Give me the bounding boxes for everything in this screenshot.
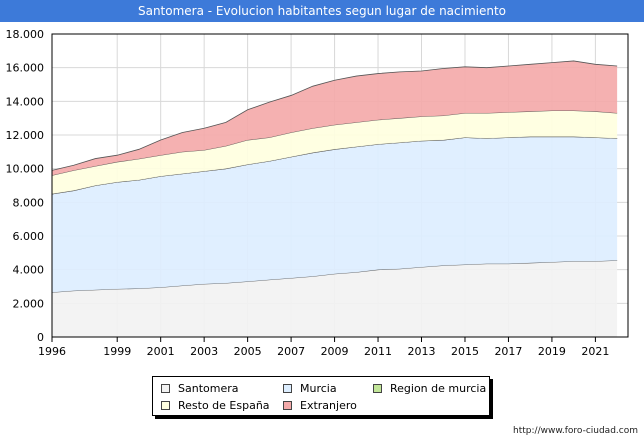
x-tick-label: 2017	[494, 345, 522, 358]
source-url: http://www.foro-ciudad.com	[513, 426, 638, 436]
plot-border	[51, 33, 629, 338]
x-tick-label: 2011	[364, 345, 392, 358]
x-tick-label: 2001	[147, 345, 175, 358]
y-tick-label: 0	[37, 331, 44, 344]
y-tick-label: 16.000	[6, 62, 45, 75]
area-murcia	[52, 136, 618, 293]
area-resto-de-espa-a	[52, 110, 618, 194]
y-tick-labels: 0 2.000 4.000 6.000 8.000 10.000 12.000 14.000 1…	[6, 28, 45, 344]
y-tick-label: 10.000	[6, 163, 45, 176]
y-tick-label: 14.000	[6, 95, 45, 108]
line-extranjero	[51, 60, 618, 171]
x-tick-label: 2005	[234, 345, 262, 358]
chart-plot: 0 2.000 4.000 6.000 8.000 10.000 12.000 14.000 1…	[6, 28, 629, 358]
x-tick-label: 2019	[538, 345, 566, 358]
y-tick-label: 6.000	[13, 230, 45, 243]
x-tick-label: 2003	[190, 345, 218, 358]
y-tick-label: 12.000	[6, 129, 45, 142]
legend-item-santomera: Santomera	[161, 381, 238, 395]
x-tick-label: 2007	[277, 345, 305, 358]
legend-label: Murcia	[300, 381, 337, 395]
x-tick-label: 1996	[38, 345, 66, 358]
legend-item-extranjero: Extranjero	[283, 398, 357, 412]
legend-label: Santomera	[178, 381, 239, 395]
chart-title: Santomera - Evolucion habitantes segun l…	[0, 0, 644, 22]
area-santomera	[52, 260, 618, 337]
axes	[51, 33, 629, 342]
legend-swatch	[283, 383, 292, 393]
x-tick-label: 2009	[321, 345, 349, 358]
legend-label: Resto de España	[178, 398, 270, 412]
x-tick-label: 2015	[451, 345, 479, 358]
legend-item-region-de-murcia: Region de murcia	[373, 381, 486, 395]
legend-swatch	[283, 400, 292, 410]
x-tick-labels: 1996 1999 2001 2003 2005 2007 2009 2011 2013 2015…	[38, 345, 609, 358]
y-tick-label: 2.000	[13, 297, 45, 310]
legend-swatch	[161, 400, 170, 410]
x-tick-label: 1999	[103, 345, 131, 358]
legend-label: Extranjero	[300, 398, 357, 412]
legend-swatch	[373, 383, 382, 393]
area-series	[51, 60, 618, 337]
legend-item-murcia: Murcia	[283, 381, 337, 395]
x-tick-label: 2013	[408, 345, 436, 358]
area-extranjero	[52, 60, 618, 176]
legend: Santomera Murcia Region de murcia Resto …	[152, 376, 490, 416]
y-tick-label: 4.000	[13, 264, 45, 277]
legend-label: Region de murcia	[390, 381, 487, 395]
y-tick-label: 8.000	[13, 196, 45, 209]
y-tick-label: 18.000	[6, 28, 45, 41]
legend-swatch	[161, 383, 170, 393]
legend-item-resto-de-espana: Resto de España	[161, 398, 270, 412]
x-tick-label: 2021	[581, 345, 609, 358]
